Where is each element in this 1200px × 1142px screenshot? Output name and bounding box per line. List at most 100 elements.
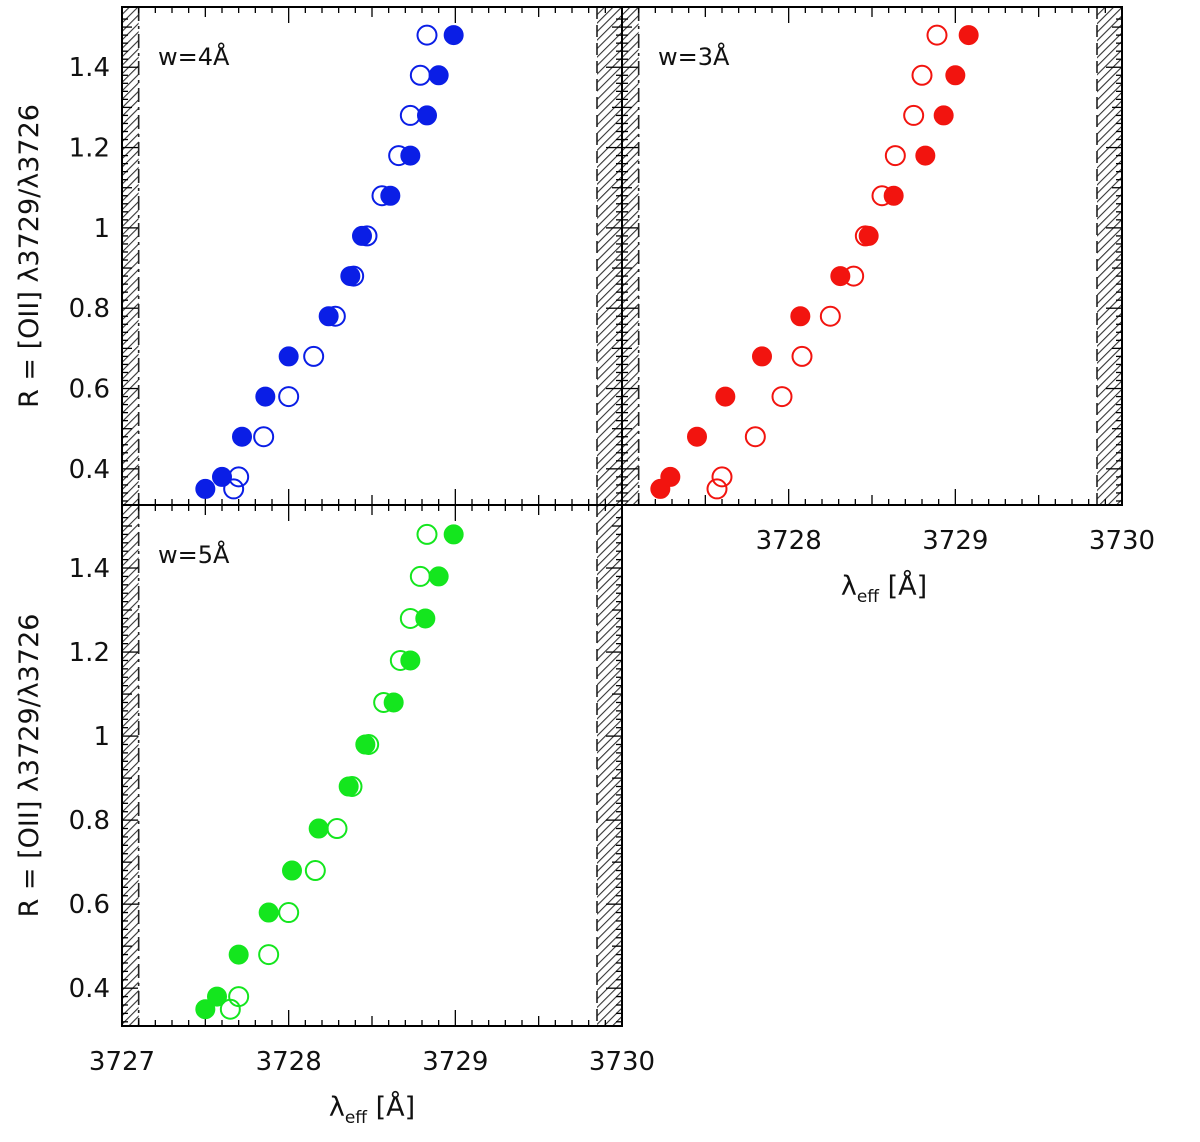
data-point-open bbox=[903, 104, 925, 126]
y-tick-label: 0.6 bbox=[69, 890, 110, 920]
data-point-open bbox=[303, 345, 325, 367]
panel-frame bbox=[621, 6, 1123, 506]
data-point-open bbox=[711, 466, 733, 488]
data-point-open bbox=[228, 986, 250, 1008]
data-point-open bbox=[278, 902, 300, 924]
data-point-open bbox=[771, 386, 793, 408]
data-point-open bbox=[911, 64, 933, 86]
y-axis-title: R = [OII] λ3729/λ3726 bbox=[14, 614, 45, 918]
y-tick-label: 1 bbox=[93, 722, 110, 752]
excluded-region bbox=[122, 505, 139, 1026]
excluded-region bbox=[622, 7, 639, 505]
x-tick-label: 3728 bbox=[256, 1047, 322, 1077]
x-tick-label: 3729 bbox=[422, 1047, 488, 1077]
y-tick-label: 1.4 bbox=[69, 554, 110, 584]
data-point-open bbox=[409, 565, 431, 587]
excluded-region bbox=[122, 7, 139, 505]
data-point-filled bbox=[443, 524, 464, 545]
panel-1: 0.4 0.6 0.8 1 1.2 1.4 R = [OII] λ3729/λ3726 w=4… bbox=[14, 6, 623, 506]
data-point-open bbox=[343, 265, 365, 287]
data-point-filled bbox=[415, 608, 436, 629]
data-point-filled bbox=[207, 986, 227, 1007]
data-point-open bbox=[399, 607, 421, 629]
data-point-filled bbox=[195, 478, 216, 499]
x-tick-label: 3728 bbox=[756, 526, 822, 556]
y-axis-title: R = [OII] λ3729/λ3726 bbox=[14, 104, 45, 408]
data-point-open bbox=[223, 478, 245, 500]
data-point-filled bbox=[195, 999, 216, 1020]
data-point-filled bbox=[687, 426, 707, 447]
x-tick-label: 3727 bbox=[89, 1047, 155, 1077]
data-point-filled bbox=[258, 902, 279, 923]
data-point-filled bbox=[752, 346, 772, 367]
data-point-filled bbox=[443, 25, 464, 46]
data-point-filled bbox=[232, 426, 252, 447]
data-point-filled bbox=[308, 818, 329, 839]
data-point-open bbox=[389, 649, 411, 671]
data-point-open bbox=[326, 818, 348, 840]
y-tick-label: 0.4 bbox=[69, 455, 110, 485]
y-tick-label: 1.2 bbox=[69, 638, 110, 668]
data-point-filled bbox=[428, 566, 449, 587]
data-point-filled bbox=[400, 145, 421, 166]
data-point-open bbox=[926, 24, 948, 46]
data-point-filled bbox=[715, 386, 736, 407]
y-tick-label: 1.4 bbox=[69, 53, 110, 83]
data-point-filled bbox=[318, 306, 339, 327]
panel-frame bbox=[121, 504, 623, 1027]
y-tick-label: 1.2 bbox=[69, 134, 110, 164]
data-point-filled bbox=[278, 346, 299, 367]
data-point-filled bbox=[933, 105, 954, 126]
data-point-filled bbox=[790, 306, 811, 327]
data-point-open bbox=[744, 426, 766, 448]
data-point-open bbox=[884, 145, 906, 167]
data-point-filled bbox=[883, 185, 904, 206]
panel-label: w=4Å bbox=[158, 42, 230, 71]
data-point-open bbox=[278, 386, 300, 408]
data-point-open bbox=[871, 185, 893, 207]
data-point-open bbox=[416, 523, 438, 545]
data-point-filled bbox=[282, 860, 302, 881]
data-point-filled bbox=[417, 105, 437, 126]
data-point-filled bbox=[945, 65, 966, 86]
excluded-region bbox=[597, 505, 622, 1026]
data-point-open bbox=[416, 24, 438, 46]
y-tick-label: 0.4 bbox=[69, 974, 110, 1004]
y-tick-label: 1 bbox=[93, 214, 110, 244]
data-point-open bbox=[791, 345, 813, 367]
x-axis-title: λeff [Å] bbox=[841, 570, 927, 607]
excluded-region bbox=[1097, 7, 1122, 505]
data-point-open bbox=[253, 426, 275, 448]
data-point-filled bbox=[428, 65, 449, 86]
data-point-filled bbox=[352, 225, 372, 246]
data-point-open bbox=[819, 305, 841, 327]
y-tick-label: 0.8 bbox=[69, 806, 110, 836]
data-point-open bbox=[304, 860, 326, 882]
data-point-open bbox=[843, 265, 865, 287]
data-point-open bbox=[258, 944, 280, 966]
data-point-open bbox=[341, 776, 363, 798]
panel-3: 0.4 0.6 0.8 1 1.2 1.4 3727 3728 3729 3730 R = [OII… bbox=[14, 504, 655, 1128]
panel-2: 3728 3729 3730 λeff [Å] w=3Å bbox=[621, 6, 1155, 607]
data-point-open bbox=[371, 185, 393, 207]
data-point-open bbox=[358, 733, 380, 755]
excluded-region bbox=[597, 7, 622, 505]
data-point-open bbox=[409, 64, 431, 86]
x-tick-label: 3730 bbox=[589, 1047, 655, 1077]
data-point-filled bbox=[380, 185, 401, 206]
x-axis-title: λeff [Å] bbox=[329, 1091, 415, 1128]
data-point-open bbox=[854, 225, 876, 247]
data-point-filled bbox=[958, 25, 979, 46]
data-point-filled bbox=[660, 466, 681, 487]
data-point-filled bbox=[228, 944, 249, 965]
panel-frame bbox=[121, 6, 623, 506]
data-point-open bbox=[356, 225, 378, 247]
data-point-filled bbox=[255, 386, 276, 407]
y-tick-label: 0.8 bbox=[69, 294, 110, 324]
x-tick-label: 3729 bbox=[922, 526, 988, 556]
data-point-open bbox=[324, 305, 346, 327]
y-tick-label: 0.6 bbox=[69, 375, 110, 405]
panel-label: w=5Å bbox=[158, 540, 230, 569]
data-point-open bbox=[228, 466, 250, 488]
